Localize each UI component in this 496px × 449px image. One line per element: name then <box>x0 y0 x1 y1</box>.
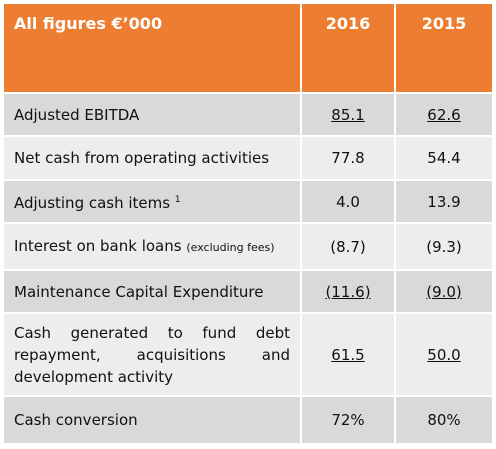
column-header: 2016 <box>300 2 396 94</box>
value-cell: 80% <box>394 395 494 445</box>
row-label-cell: Cash conversion <box>2 395 302 445</box>
table-body: Adjusted EBITDA 85.1 62.6 Net cash from ope… <box>2 92 494 445</box>
value: 13.9 <box>427 192 461 211</box>
row-label-cell: Net cash from operating activities <box>2 135 302 181</box>
value-cell: (8.7) <box>300 222 396 271</box>
value: 80% <box>427 411 461 429</box>
value: 50.0 <box>427 345 461 364</box>
row-label: Adjusted EBITDA <box>14 105 140 124</box>
value-cell: 54.4 <box>394 135 494 181</box>
value-cell: (9.3) <box>394 222 494 271</box>
row-label: Cash conversion <box>14 411 138 429</box>
value: 62.6 <box>427 105 461 124</box>
value-cell: 4.0 <box>300 179 396 224</box>
value-cell: 62.6 <box>394 92 494 137</box>
row-label-cell: Maintenance Capital Expenditure <box>2 269 302 314</box>
header-title: All figures €’000 <box>2 2 302 94</box>
table-row: Maintenance Capital Expenditure (11.6) (9.… <box>2 269 494 314</box>
value: 85.1 <box>331 105 365 124</box>
row-label: Cash generated to fund debt repayment, a… <box>14 323 290 386</box>
row-label: Adjusting cash items <box>14 194 171 212</box>
value: 4.0 <box>336 192 360 211</box>
figures-table: All figures €’000 2016 2015 Adjusted EBI… <box>2 2 494 445</box>
table-row: Adjusting cash items 1 4.0 13.9 <box>2 179 494 224</box>
value-cell: 77.8 <box>300 135 396 181</box>
value: (9.0) <box>426 282 462 301</box>
row-label-cell: Adjusted EBITDA <box>2 92 302 137</box>
value-cell: 50.0 <box>394 312 494 397</box>
value-cell: 13.9 <box>394 179 494 224</box>
value-cell: (9.0) <box>394 269 494 314</box>
table-row: Cash conversion 72% 80% <box>2 395 494 445</box>
value: (9.3) <box>426 237 462 256</box>
table-row: Cash generated to fund debt repayment, a… <box>2 312 494 397</box>
table-row: Adjusted EBITDA 85.1 62.6 <box>2 92 494 137</box>
table-row: Net cash from operating activities 77.8 54… <box>2 135 494 181</box>
row-label: Maintenance Capital Expenditure <box>14 282 264 301</box>
value: 77.8 <box>331 149 365 167</box>
table-row: Interest on bank loans (excluding fees)(… <box>2 222 494 271</box>
row-label: Net cash from operating activities <box>14 149 270 167</box>
row-label-cell: Adjusting cash items 1 <box>2 179 302 224</box>
header-row: All figures €’000 2016 2015 <box>2 2 494 94</box>
value: 61.5 <box>331 345 365 364</box>
value: 72% <box>331 411 365 429</box>
footnote-marker: 1 <box>174 195 181 205</box>
value-cell: (11.6) <box>300 269 396 314</box>
row-note: (excluding fees) <box>186 240 275 254</box>
row-label-cell: Cash generated to fund debt repayment, a… <box>2 312 302 397</box>
row-label: Interest on bank loans <box>14 236 182 255</box>
value: (11.6) <box>325 282 371 301</box>
column-header: 2015 <box>394 2 494 94</box>
value-cell: 72% <box>300 395 396 445</box>
value-cell: 85.1 <box>300 92 396 137</box>
value: 54.4 <box>427 149 461 167</box>
value: (8.7) <box>330 237 366 256</box>
value-cell: 61.5 <box>300 312 396 397</box>
row-label-cell: Interest on bank loans (excluding fees) <box>2 222 302 271</box>
